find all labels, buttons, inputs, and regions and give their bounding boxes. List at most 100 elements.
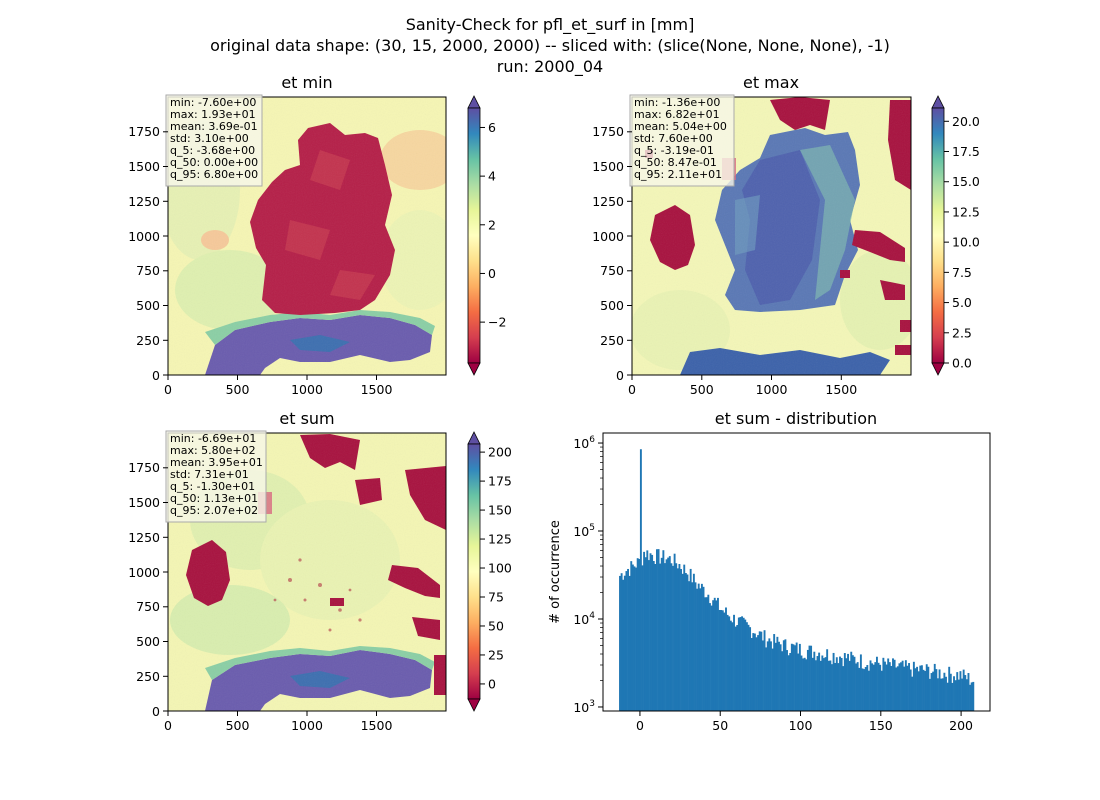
histogram-bar (763, 630, 766, 711)
histogram-bar (688, 581, 691, 711)
histogram-bar (718, 609, 721, 711)
x-tick-label: 0 (164, 382, 172, 397)
colorbar-tick-label: 17.5 (952, 144, 980, 159)
histogram-bar (874, 662, 877, 711)
colorbar-tick-label: 75 (488, 590, 504, 605)
y-tick-label: 1250 (592, 194, 624, 209)
histogram-bar (930, 673, 933, 711)
histogram-bar (875, 656, 878, 711)
x-tick-label: 0 (636, 718, 644, 733)
histogram-bar (781, 651, 784, 711)
colorbar-tick-label: 0.0 (952, 356, 972, 371)
x-tick-label: 100 (789, 718, 813, 733)
histogram-bar (639, 449, 642, 711)
y-tick-label: 500 (136, 634, 160, 649)
stat-mean: mean: 3.95e+01 (170, 456, 263, 469)
title-line-2: original data shape: (30, 15, 2000, 2000… (210, 36, 890, 55)
histogram-bar (787, 655, 790, 711)
histogram-bar (969, 684, 972, 711)
histogram-bar (708, 603, 711, 711)
histogram-bar (670, 563, 673, 711)
y-tick-label: 0 (152, 704, 160, 719)
colorbar-tick-label: 100 (488, 561, 512, 576)
histogram-bar (761, 640, 764, 711)
histogram-bar (834, 662, 837, 711)
histogram-bar (662, 550, 665, 711)
histogram-bars (619, 449, 975, 711)
histogram-bar (731, 622, 734, 711)
histogram-bar (715, 600, 718, 711)
histogram-bar (882, 657, 885, 711)
histogram-bar (770, 641, 772, 711)
histogram-bar (938, 669, 941, 711)
histogram-bar (888, 662, 891, 711)
histogram-bar (676, 568, 679, 711)
histogram-bar (866, 665, 869, 711)
stats-box: min: -1.36e+00 max: 6.82e+01 mean: 5.04e… (629, 94, 735, 187)
histogram-bar (805, 659, 808, 711)
histogram-bar (728, 616, 731, 711)
histogram-bar (839, 656, 841, 711)
histogram-bar (742, 617, 745, 711)
histogram-bar (776, 636, 779, 711)
histogram-bar (760, 631, 763, 711)
histogram-bar (649, 553, 652, 711)
histogram-bar (795, 642, 798, 711)
histogram-bar (802, 658, 805, 711)
histogram-bar (646, 550, 649, 711)
histogram-bar (737, 617, 740, 711)
histogram-bar (680, 568, 682, 711)
histogram-bar (739, 617, 742, 711)
histogram-bar (753, 633, 756, 711)
y-tick-label: 1500 (592, 159, 624, 174)
histogram-bar (778, 641, 780, 711)
histogram-bar (906, 665, 909, 711)
x-tick-label: 1000 (291, 718, 323, 733)
histogram-bar (937, 678, 939, 711)
x-axis: 0 500 1000 1500 (628, 375, 857, 397)
colorbar-tick-label: 20.0 (952, 114, 980, 129)
y-tick-label: 0 (616, 368, 624, 383)
histogram-bar (721, 610, 724, 711)
stat-min: min: -1.36e+00 (634, 96, 720, 109)
histogram-bar (814, 660, 817, 711)
histogram-bar (771, 648, 774, 711)
histogram-bar (940, 678, 943, 711)
x-tick-label: 1500 (361, 382, 393, 397)
x-tick-label: 1000 (291, 382, 323, 397)
histogram-bar (827, 660, 830, 711)
histogram-bar (880, 670, 883, 711)
stat-mean: mean: 5.04e+00 (634, 120, 727, 133)
histogram-bar (887, 658, 890, 711)
histogram-bar (840, 657, 843, 711)
histogram-bar (675, 563, 678, 711)
histogram-bar (664, 563, 666, 711)
histogram-bar (745, 622, 748, 711)
colorbar: −2 0 2 4 6 (467, 95, 506, 376)
histogram-bar (912, 661, 915, 711)
histogram-bar (672, 565, 674, 711)
histogram-bar (705, 597, 708, 711)
histogram-bar (673, 553, 676, 711)
y-axis: 0 250 500 750 1000 1250 1500 1750 (128, 460, 168, 719)
histogram-bar (784, 639, 787, 711)
x-tick-label: 1500 (825, 382, 857, 397)
histogram-bar (884, 661, 886, 711)
colorbar-tick-label: 0 (488, 266, 496, 281)
histogram-bar (660, 557, 663, 711)
y-tick-label: 1250 (128, 530, 160, 545)
histogram-bar (845, 658, 848, 711)
histogram-bar (697, 583, 700, 711)
histogram-bar (869, 660, 872, 711)
panel-et-sum-distribution: et sum - distribution 0 50 100 150 200 10310… (548, 409, 991, 733)
stats-box: min: -6.69e+01 max: 5.80e+02 mean: 3.95e… (165, 430, 267, 523)
histogram-bar (970, 682, 973, 711)
stat-q50: q_50: 0.00e+00 (170, 156, 258, 169)
colorbar-tick-label: 10.0 (952, 235, 980, 250)
y-tick-label: 250 (136, 333, 160, 348)
y-tick-label: 1250 (128, 194, 160, 209)
histogram-bar (829, 660, 832, 711)
histogram-bar (641, 565, 644, 711)
histogram-bar (654, 563, 657, 711)
histogram-bar (853, 656, 856, 711)
